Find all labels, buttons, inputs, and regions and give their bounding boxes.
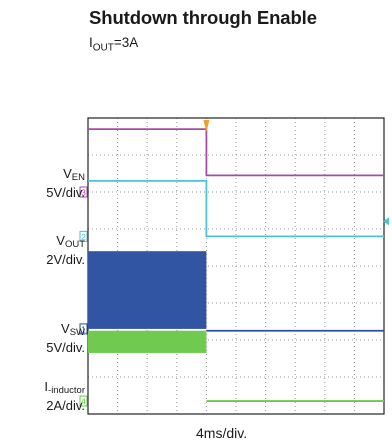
channel-name-sub: OUT: [64, 239, 85, 250]
channel-label-inductor: I-inductor 2A/div.: [44, 379, 85, 413]
switching-band-ch1: [88, 251, 207, 329]
channel-marker-ch1: [79, 323, 88, 335]
channel-marker-label-ch4: 4: [81, 397, 86, 407]
trace-ch3: [88, 128, 384, 177]
channel-scale: 5V/div.: [46, 185, 85, 200]
switching-texture-ch1: [87, 251, 207, 329]
chart-subtitle: IOUT=3A: [89, 35, 138, 54]
subtitle-subscript: OUT: [92, 42, 114, 54]
channel-name: V: [61, 321, 70, 336]
channel-name: V: [63, 166, 72, 181]
channel-marker-label-ch3: 3: [81, 188, 86, 198]
switching-texture-ch4: [87, 330, 207, 353]
channel-label-ven: VEN 5V/div.: [46, 166, 85, 200]
channel-name-sub: -inductor: [48, 385, 85, 396]
chart-title: Shutdown through Enable: [89, 7, 317, 28]
channel-scale: 5V/div.: [46, 340, 85, 355]
channel-name: V: [56, 233, 65, 248]
trigger-level-marker: [383, 217, 389, 226]
channel-marker-ch2: [79, 230, 88, 242]
channel-label-vout: VOUT 2V/div.: [46, 233, 85, 267]
subtitle-symbol: I: [89, 35, 93, 50]
channel-label-vsw: VSW 5V/div.: [46, 321, 85, 355]
channel-marker-ch4: [79, 395, 88, 407]
channel-name-sub: EN: [71, 172, 85, 183]
channel-name-sub: SW: [69, 327, 85, 338]
trace-ch2: [88, 180, 384, 238]
channel-scale: 2V/div.: [46, 252, 85, 267]
x-axis-scale: 4ms/div.: [196, 425, 248, 441]
switching-band-ch4: [88, 330, 207, 353]
subtitle-value: =3A: [113, 35, 139, 50]
channel-scale: 2A/div.: [46, 398, 85, 413]
channel-name: I: [44, 379, 49, 394]
trigger-time-marker: [203, 120, 210, 132]
channel-marker-ch3: [79, 186, 88, 198]
channel-marker-label-ch1: 1: [81, 324, 86, 334]
channel-marker-label-ch2: 2: [81, 232, 86, 242]
